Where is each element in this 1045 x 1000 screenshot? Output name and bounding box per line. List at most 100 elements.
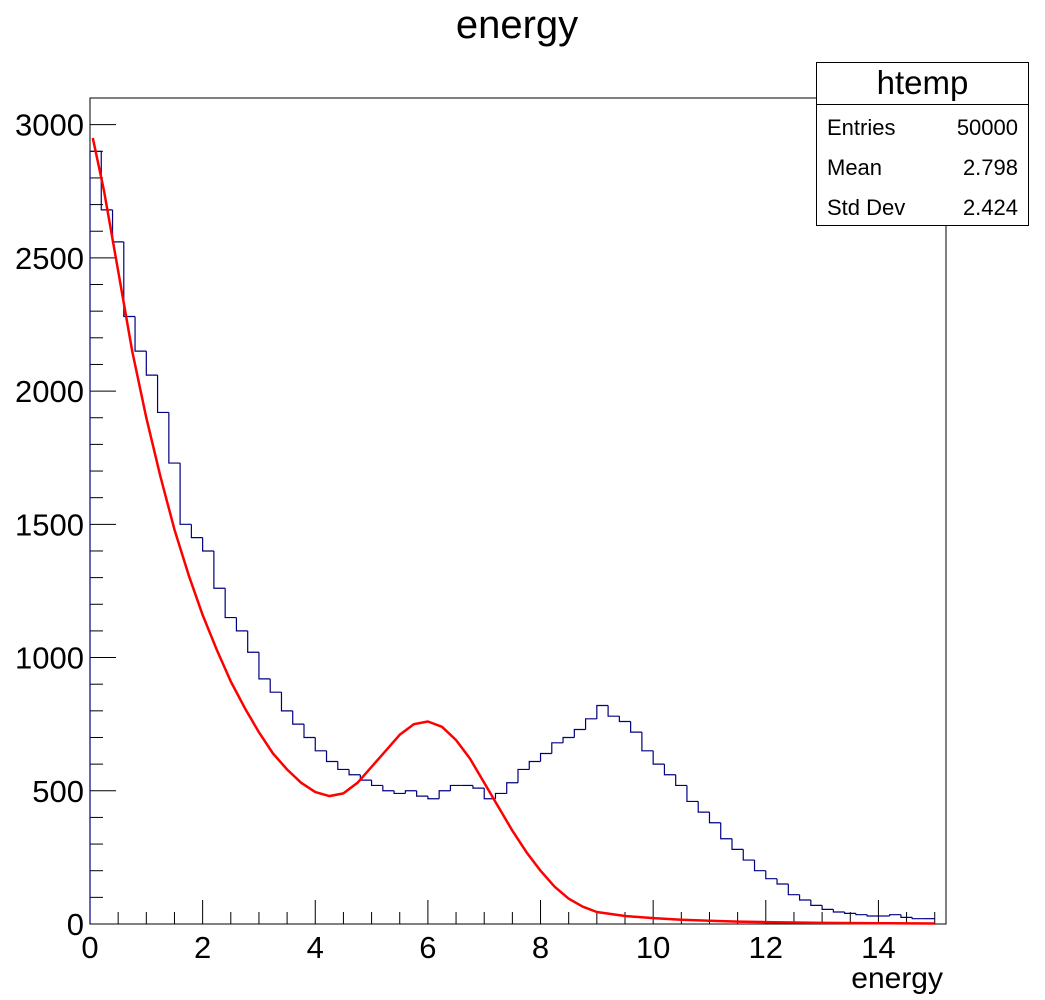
histogram-bin (190, 524, 203, 539)
histogram-bin (224, 588, 237, 619)
histogram-bin (731, 838, 744, 850)
histogram-bin (292, 710, 304, 725)
stats-label: Entries (827, 115, 896, 140)
stats-value: 2.798 (962, 155, 1018, 180)
histogram-bin (494, 792, 507, 799)
histogram-bin (438, 790, 451, 799)
stats-row-entries: Entries 50000 (817, 105, 1028, 145)
y-tick-label: 0 (67, 907, 84, 942)
histogram-bin (607, 705, 620, 717)
histogram-bin (348, 769, 361, 776)
histogram-bin (325, 750, 338, 763)
histogram-bin (787, 884, 800, 896)
histogram-bin (213, 550, 226, 589)
chart-title: energy (456, 3, 578, 47)
histogram-bin (663, 764, 676, 776)
histogram-bin (416, 790, 428, 797)
histogram-bin (156, 375, 169, 414)
histogram-bin (821, 905, 834, 910)
histogram-bin (652, 750, 665, 765)
histogram-bin (337, 761, 350, 771)
histogram-bin (641, 732, 654, 752)
histogram-bin (280, 692, 293, 712)
stats-row-std-dev: Std Dev 2.424 (817, 185, 1028, 225)
x-tick-label: 0 (81, 930, 98, 965)
y-tick-label: 2000 (15, 374, 84, 409)
histogram-bin (798, 894, 811, 901)
histogram-bin (742, 849, 755, 861)
histogram-bin (765, 870, 778, 880)
histogram-bin (844, 912, 856, 914)
histogram-bin (506, 782, 518, 794)
histogram-bin (562, 736, 575, 743)
histogram-bin (810, 900, 823, 906)
histogram-bin (145, 351, 158, 376)
x-tick-label: 2 (194, 930, 211, 965)
histogram-bin (168, 412, 181, 464)
histogram-bin (427, 796, 440, 800)
histogram-bin (596, 704, 609, 719)
histogram-bin (630, 721, 642, 733)
histogram-bin (889, 914, 901, 917)
x-tick-label: 4 (307, 930, 324, 965)
histogram-bin (100, 151, 113, 211)
fit-line (91, 137, 935, 925)
histogram-bin (551, 742, 564, 754)
x-tick-label: 10 (636, 930, 670, 965)
fit-curve (91, 137, 935, 925)
y-tick-label: 1500 (15, 507, 84, 542)
histogram-bin (675, 774, 687, 787)
x-tick-label: 8 (532, 930, 549, 965)
histogram-bin (866, 914, 879, 917)
tick-labels: 0 2 4 6 8 10 12 14 0 500 1000 1500 2000 2500 3000 (15, 108, 896, 965)
histogram-bin (753, 860, 766, 872)
y-tick-label: 500 (32, 774, 84, 809)
histogram-bin (314, 737, 327, 752)
x-tick-label: 6 (419, 930, 436, 965)
stats-label: Mean (827, 155, 883, 180)
histogram-bin (517, 768, 530, 783)
stats-value: 2.424 (962, 195, 1018, 220)
histogram-bin (472, 785, 485, 789)
stats-box: htemp Entries 50000 Mean 2.798 Std Dev 2… (816, 62, 1029, 226)
histogram-bin (370, 780, 383, 787)
histogram-bin (584, 718, 597, 730)
y-tick-label: 1000 (15, 641, 84, 676)
histogram-bin (303, 724, 316, 739)
y-tick-label: 2500 (15, 241, 84, 276)
histogram-bin (911, 917, 924, 920)
histogram-bin (483, 788, 496, 800)
histogram-bin (123, 241, 136, 318)
histogram-bin (776, 878, 789, 885)
histogram-bin (573, 728, 586, 738)
histogram-bin (708, 812, 721, 824)
stats-value: 50000 (956, 115, 1018, 140)
histogram-bin (393, 790, 406, 795)
histogram-bin (247, 630, 259, 653)
histogram-bin (720, 822, 732, 840)
stats-label: Std Dev (827, 195, 906, 220)
histogram-bin (404, 790, 417, 794)
histogram-bin (697, 801, 710, 813)
stats-row-mean: Mean 2.798 (817, 145, 1028, 185)
histogram-bin (269, 678, 282, 693)
y-tick-label: 3000 (15, 108, 84, 143)
histogram-bin (111, 209, 124, 243)
x-tick-label: 12 (749, 930, 783, 965)
histogram-bin (618, 716, 631, 723)
histogram-bin (179, 463, 192, 525)
x-axis-label: energy (851, 962, 943, 995)
x-tick-label: 14 (861, 930, 895, 965)
histogram-bin (686, 785, 699, 803)
histogram-bin (900, 914, 913, 918)
histogram-bin (832, 909, 845, 913)
histogram-bin (235, 617, 248, 632)
histogram-bin (134, 316, 147, 352)
axis-ticks (89, 97, 936, 925)
histogram-bin (449, 784, 462, 791)
stats-title: htemp (817, 63, 1028, 105)
histogram-bin (258, 652, 271, 680)
histogram-bin (382, 785, 395, 792)
histogram (89, 150, 935, 924)
